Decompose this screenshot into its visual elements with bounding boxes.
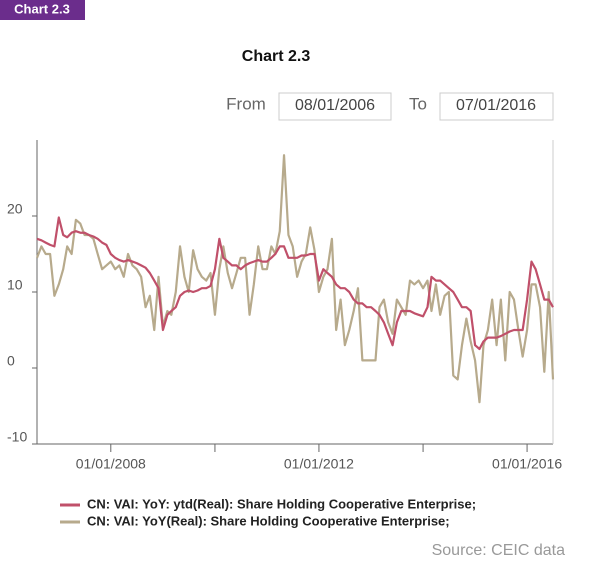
source: Source: CEIC data xyxy=(432,542,566,559)
to-label: To xyxy=(409,94,427,113)
y-tick-label: 10 xyxy=(7,277,23,293)
series-line xyxy=(35,154,555,404)
to-date[interactable]: 07/01/2016 xyxy=(456,97,536,114)
x-tick-label: 01/01/2016 xyxy=(492,456,562,472)
y-tick-label: -10 xyxy=(7,429,27,445)
legend-label: CN: VAI: YoY: ytd(Real): Share Holding C… xyxy=(87,496,476,511)
legend-label: CN: VAI: YoY(Real): Share Holding Cooper… xyxy=(87,513,450,528)
y-tick-label: 20 xyxy=(7,201,23,217)
x-tick-label: 01/01/2012 xyxy=(284,456,354,472)
series-line xyxy=(36,216,554,351)
from-date[interactable]: 08/01/2006 xyxy=(295,97,375,114)
y-tick-label: 0 xyxy=(7,353,15,369)
to-input[interactable] xyxy=(439,92,554,121)
badge: Chart 2.3 xyxy=(14,1,70,16)
badge-bg xyxy=(0,0,85,20)
from-input[interactable] xyxy=(278,92,392,121)
from-label: From xyxy=(226,94,266,113)
x-tick-label: 01/01/2008 xyxy=(76,456,146,472)
chart-title: Chart 2.3 xyxy=(242,48,311,65)
